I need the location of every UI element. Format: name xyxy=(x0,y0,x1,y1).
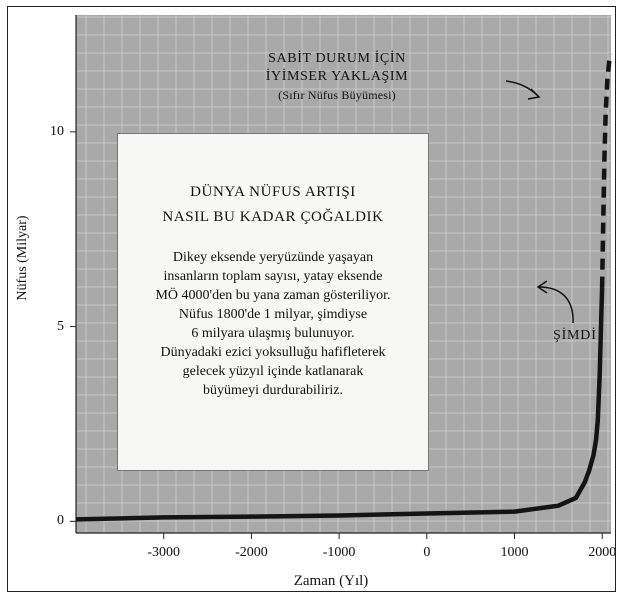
arrow-layer xyxy=(505,80,574,324)
optimistic-annotation-line: SABİT DURUM İÇİN xyxy=(268,51,406,66)
now-arrowhead xyxy=(536,280,548,294)
now-annotation: ŞİMDİ xyxy=(553,328,597,343)
series-layer xyxy=(75,53,614,522)
y-axis-label: Nüfus (Milyar) xyxy=(15,215,30,301)
x-tick-label: -1000 xyxy=(322,545,356,560)
info-body-line: insanların toplam sayısı, yatay eksende xyxy=(163,269,383,284)
optimistic-annotation-line: İYİMSER YAKLAŞIM xyxy=(265,69,409,84)
axis-layer xyxy=(70,15,611,539)
info-body-line: 6 milyara ulaşmış bulunuyor. xyxy=(191,326,355,341)
info-box: DÜNYA NÜFUS ARTIŞI NASIL BU KADAR ÇOĞALD… xyxy=(117,133,429,471)
info-box-title: DÜNYA NÜFUS ARTIŞI NASIL BU KADAR ÇOĞALD… xyxy=(118,180,428,230)
y-tick-label: 5 xyxy=(57,318,64,334)
info-title-line: NASIL BU KADAR ÇOĞALDIK xyxy=(162,209,384,225)
x-axis-label: Zaman (Yıl) xyxy=(293,573,369,589)
info-box-body: Dikey eksende yeryüzünde yaşayan insanla… xyxy=(118,248,428,400)
y-tick-label: 10 xyxy=(50,123,64,139)
projection-line xyxy=(599,53,614,288)
population-line xyxy=(75,287,605,522)
info-body-line: büyümeyi durdurabiliriz. xyxy=(203,383,343,398)
info-body-line: Dikey eksende yeryüzünde yaşayan xyxy=(172,250,374,265)
x-tick-label: -2000 xyxy=(235,545,268,560)
x-tick-label: 2000 xyxy=(588,545,617,560)
optimistic-annotation-sub: (Sıfır Nüfus Büyümesi) xyxy=(278,88,396,102)
info-body-line: Nüfus 1800'de 1 milyar, şimdiyse xyxy=(178,307,368,322)
info-title-line: DÜNYA NÜFUS ARTIŞI xyxy=(190,184,356,200)
info-body-line: MÖ 4000'den bu yana zaman gösteriliyor. xyxy=(155,288,391,303)
figure-frame xyxy=(7,6,616,592)
optimistic-arrowhead xyxy=(527,88,541,100)
optimistic-annotation: SABİT DURUM İÇİN İYİMSER YAKLAŞIM (Sıfır… xyxy=(237,50,437,104)
x-tick-label: 0 xyxy=(423,545,431,560)
now-arrow xyxy=(538,286,574,324)
x-tick-label: 1000 xyxy=(500,545,529,560)
y-tick-label: 0 xyxy=(57,513,64,529)
info-body-line: Dünyadaki ezici yoksulluğu hafifleterek xyxy=(160,345,386,360)
x-tick-label: -3000 xyxy=(147,545,181,560)
info-body-line: gelecek yüzyıl içinde katlanarak xyxy=(182,364,364,379)
